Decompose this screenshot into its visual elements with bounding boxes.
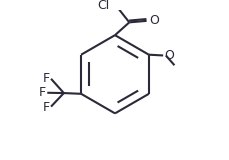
Text: F: F: [43, 72, 50, 84]
Text: F: F: [39, 86, 46, 99]
Text: O: O: [148, 14, 158, 27]
Text: Cl: Cl: [97, 0, 109, 12]
Text: F: F: [43, 101, 50, 114]
Text: O: O: [163, 49, 173, 62]
